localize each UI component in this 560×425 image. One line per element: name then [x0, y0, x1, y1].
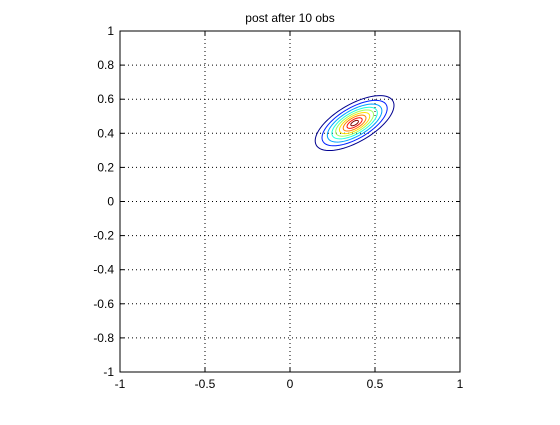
contour-line [346, 117, 363, 129]
x-tick-label: -1 [115, 377, 126, 391]
y-tick-label: -0.2 [93, 229, 114, 243]
chart-title: post after 10 obs [245, 11, 334, 25]
contour-line [314, 95, 395, 152]
contour-line [342, 114, 367, 132]
x-tick-label: 0.5 [367, 377, 384, 391]
contour-line [350, 119, 359, 127]
grid [120, 31, 460, 372]
y-tick-label: -0.6 [93, 297, 114, 311]
x-tick-label: 0 [287, 377, 294, 391]
y-tick-label: -0.8 [93, 331, 114, 345]
y-tick-label: 0.8 [97, 58, 114, 72]
contour-line [335, 109, 375, 137]
contour-line [326, 103, 383, 143]
y-tick-label: 0.4 [97, 126, 114, 140]
contour-line [338, 112, 371, 135]
x-tick-label: -0.5 [195, 377, 216, 391]
y-tick-label: -0.4 [93, 263, 114, 277]
contour-line [331, 106, 378, 140]
ticks [119, 30, 461, 373]
y-tick-label: 0.6 [97, 92, 114, 106]
x-tick-label: 1 [457, 377, 464, 391]
y-tick-label: 1 [107, 24, 114, 38]
contour-lines [314, 95, 395, 152]
contour-line [321, 99, 388, 147]
y-tick-labels: -1 -0.8 -0.6 -0.4 -0.2 0 0.2 0.4 0.6 0.8 1 [93, 24, 114, 379]
y-tick-label: -1 [103, 365, 114, 379]
y-tick-label: 0 [107, 195, 114, 209]
x-tick-labels: -1 -0.5 0 0.5 1 [115, 377, 464, 391]
y-tick-label: 0.2 [97, 160, 114, 174]
